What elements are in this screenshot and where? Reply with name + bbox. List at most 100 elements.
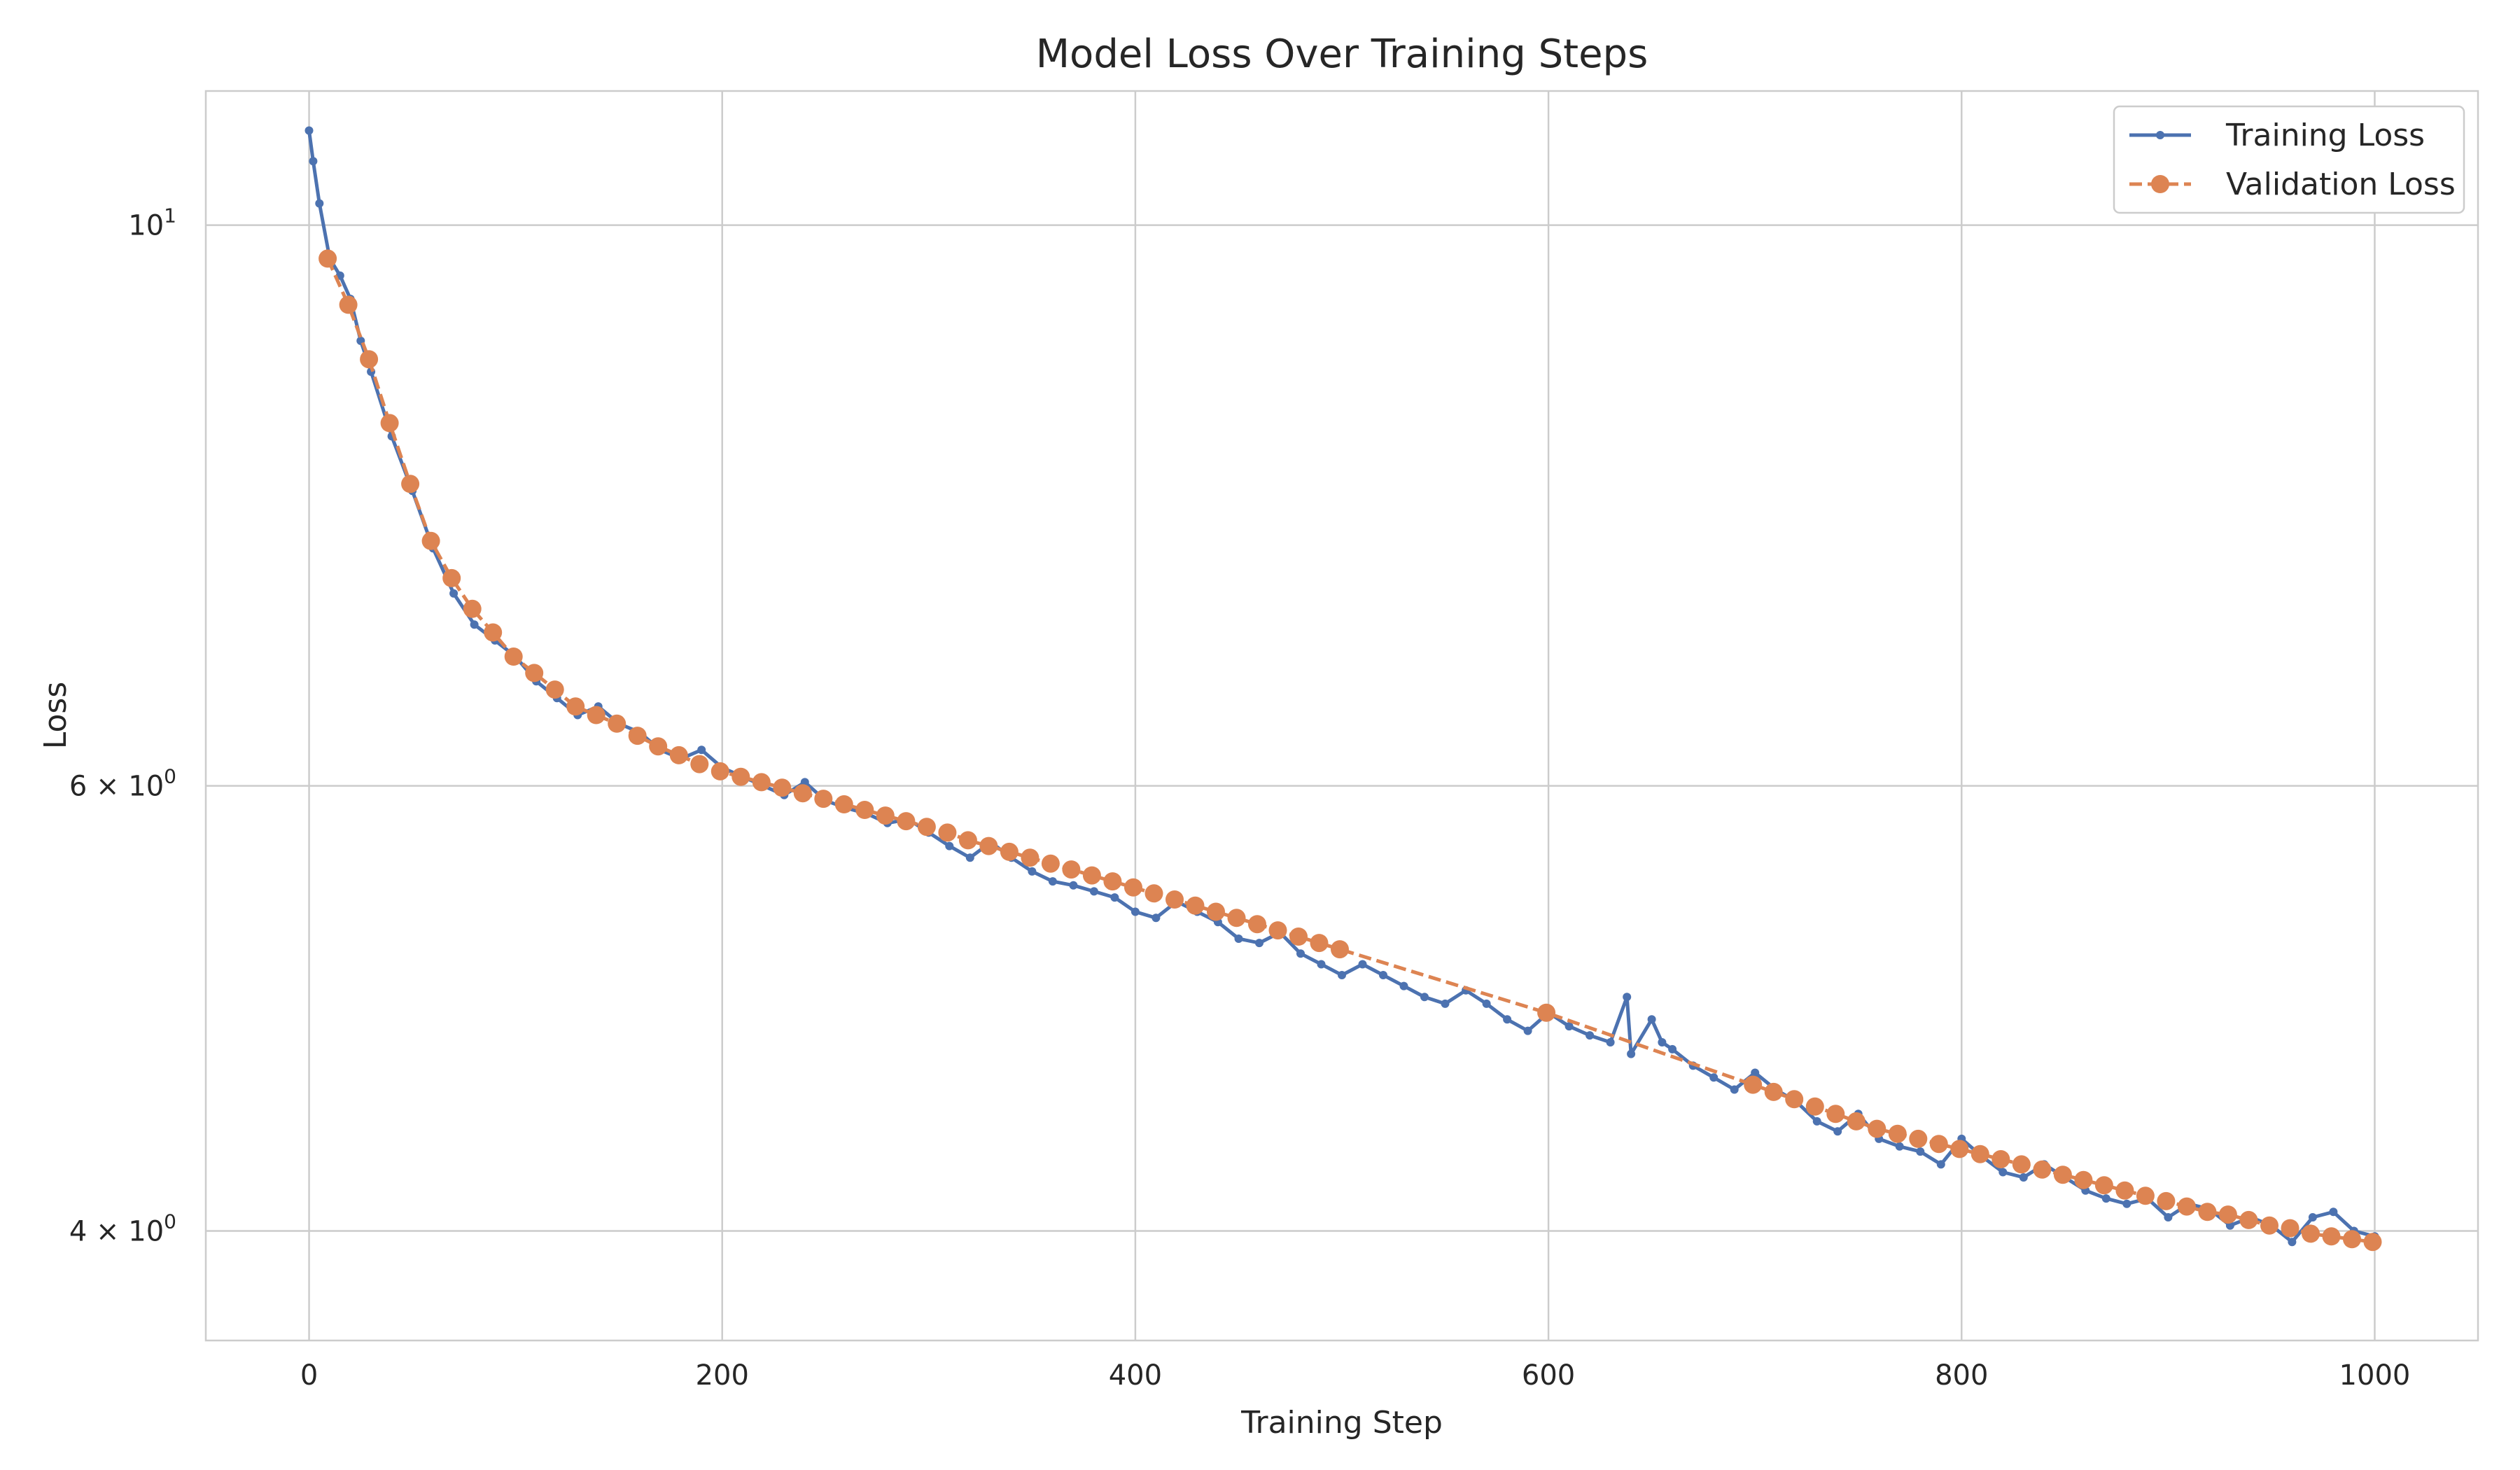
training-loss-point xyxy=(1668,1044,1677,1054)
validation-loss-point xyxy=(2115,1181,2134,1200)
validation-loss-point xyxy=(732,767,750,786)
validation-loss-point xyxy=(421,531,440,550)
x-tick-label: 400 xyxy=(1109,1359,1162,1392)
validation-loss-point xyxy=(1062,860,1081,879)
validation-loss-point xyxy=(669,746,688,764)
validation-loss-point xyxy=(1124,878,1142,897)
validation-loss-point xyxy=(360,350,379,369)
validation-loss-point xyxy=(1909,1129,1928,1148)
validation-loss-point xyxy=(2239,1210,2258,1229)
legend-training-label: Training Loss xyxy=(2225,118,2425,153)
validation-loss-point xyxy=(2136,1186,2155,1205)
validation-loss-point xyxy=(545,680,564,699)
validation-loss-point xyxy=(1868,1119,1886,1138)
validation-loss-point xyxy=(876,806,895,825)
validation-loss-point xyxy=(1929,1135,1948,1154)
validation-loss-point xyxy=(1888,1124,1907,1143)
validation-loss-point xyxy=(1144,884,1163,903)
training-loss-point xyxy=(2122,1199,2132,1208)
training-loss-point xyxy=(1658,1038,1667,1046)
validation-loss-point xyxy=(1041,854,1060,873)
x-tick-labels: 0 200 400 600 800 1000 xyxy=(300,1359,2411,1392)
validation-loss-point xyxy=(1268,921,1287,940)
gridlines xyxy=(206,91,2478,1340)
validation-loss-point xyxy=(2074,1170,2093,1189)
validation-loss-point xyxy=(1103,872,1122,891)
validation-loss-point xyxy=(897,812,916,831)
validation-loss-point xyxy=(958,831,977,850)
validation-loss-point xyxy=(1785,1090,1804,1109)
training-loss-point xyxy=(2101,1194,2110,1203)
validation-loss-line xyxy=(326,258,2373,1244)
validation-loss-point xyxy=(690,755,709,774)
validation-loss-point xyxy=(1744,1075,1763,1094)
validation-loss-point xyxy=(1166,890,1184,909)
validation-loss-point xyxy=(2033,1160,2052,1179)
validation-loss-point xyxy=(608,714,626,733)
y-tick-label: 4 × 100 xyxy=(69,1210,176,1247)
plot-background xyxy=(206,91,2478,1340)
validation-loss-point xyxy=(401,475,420,493)
training-loss-point xyxy=(1234,934,1243,943)
validation-loss-point xyxy=(484,623,503,642)
validation-loss-point xyxy=(1021,848,1040,867)
validation-loss-point xyxy=(834,795,853,813)
legend: Training Loss Validation Loss xyxy=(2113,105,2465,214)
validation-loss-point xyxy=(917,818,936,836)
training-loss-point xyxy=(1730,1085,1739,1094)
validation-loss-point xyxy=(2012,1155,2031,1174)
training-loss-point xyxy=(1709,1073,1718,1082)
training-loss-point xyxy=(1564,1022,1574,1031)
training-loss-point xyxy=(1936,1160,1945,1169)
training-loss-point xyxy=(1110,893,1119,902)
validation-loss-point xyxy=(773,778,792,797)
training-loss-point xyxy=(1028,867,1037,876)
validation-loss-point xyxy=(628,727,647,746)
y-tick-label: 101 xyxy=(128,204,176,242)
x-axis-label: Training Step xyxy=(1240,1405,1443,1441)
validation-loss-point xyxy=(979,836,998,855)
y-tick-labels: 101 6 × 100 4 × 100 xyxy=(69,204,176,1248)
validation-loss-point xyxy=(1537,1003,1556,1022)
validation-loss-point xyxy=(525,664,544,682)
training-loss-point xyxy=(2308,1213,2317,1222)
validation-loss-point xyxy=(2198,1203,2217,1222)
training-loss-point xyxy=(1130,907,1140,916)
validation-loss-point xyxy=(2322,1227,2341,1246)
training-loss-point xyxy=(2164,1213,2173,1222)
training-loss-point xyxy=(1317,960,1326,969)
validation-loss-point xyxy=(1000,842,1018,861)
validation-loss-point xyxy=(1950,1140,1969,1158)
training-loss-point xyxy=(1812,1116,1821,1126)
training-loss-point xyxy=(1379,971,1387,979)
validation-loss-point xyxy=(2343,1230,2361,1249)
x-tick-label: 1000 xyxy=(2339,1359,2411,1392)
validation-loss-point xyxy=(463,599,482,618)
validation-loss-point xyxy=(710,762,729,780)
validation-loss-point xyxy=(2177,1197,2196,1216)
training-loss-point xyxy=(2288,1238,2297,1247)
validation-loss-point xyxy=(380,414,399,433)
validation-loss-point xyxy=(1248,915,1266,934)
validation-loss-point xyxy=(938,823,957,842)
validation-loss-point xyxy=(1331,940,1349,959)
validation-loss-point xyxy=(504,648,523,666)
validation-loss-point xyxy=(2157,1191,2176,1210)
validation-loss-point xyxy=(649,737,668,756)
axes-frame xyxy=(204,90,2479,1342)
training-loss-point xyxy=(1503,1015,1512,1024)
validation-loss-point xyxy=(814,790,833,808)
validation-loss-point xyxy=(1289,927,1308,946)
training-loss-point xyxy=(1998,1168,2008,1177)
y-tick-label: 6 × 100 xyxy=(69,765,176,803)
training-loss-point xyxy=(1606,1038,1615,1046)
training-loss-point xyxy=(304,126,314,135)
training-loss-point xyxy=(1895,1142,1904,1151)
training-loss-point xyxy=(1338,971,1346,979)
validation-loss-point xyxy=(752,773,771,792)
training-loss-point xyxy=(1152,913,1161,923)
validation-loss-point xyxy=(318,249,337,268)
training-loss-point xyxy=(1069,881,1078,890)
validation-loss-point xyxy=(587,706,606,724)
